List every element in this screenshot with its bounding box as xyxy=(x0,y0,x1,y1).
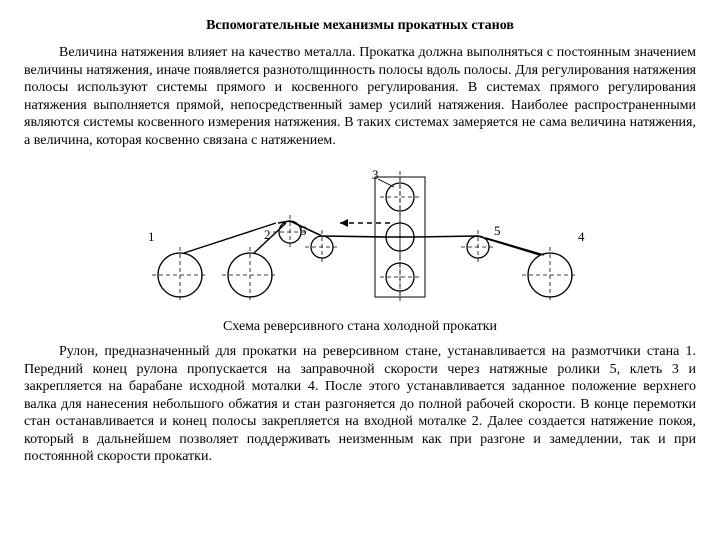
diagram-container: 1 2 5 3 5 4 xyxy=(24,155,696,315)
svg-text:3: 3 xyxy=(372,167,379,182)
page-title: Вспомогательные механизмы прокатных стан… xyxy=(24,18,696,34)
rolling-mill-diagram: 1 2 5 3 5 4 xyxy=(90,155,630,315)
svg-text:5: 5 xyxy=(300,223,307,238)
svg-text:5: 5 xyxy=(494,223,501,238)
diagram-caption: Схема реверсивного стана холодной прокат… xyxy=(24,319,696,335)
intro-paragraph: Величина натяжения влияет на качество ме… xyxy=(24,44,696,149)
body-paragraph: Рулон, предназначенный для прокатки на р… xyxy=(24,343,696,466)
svg-text:1: 1 xyxy=(148,229,155,244)
svg-text:4: 4 xyxy=(578,229,585,244)
svg-text:2: 2 xyxy=(264,227,271,242)
